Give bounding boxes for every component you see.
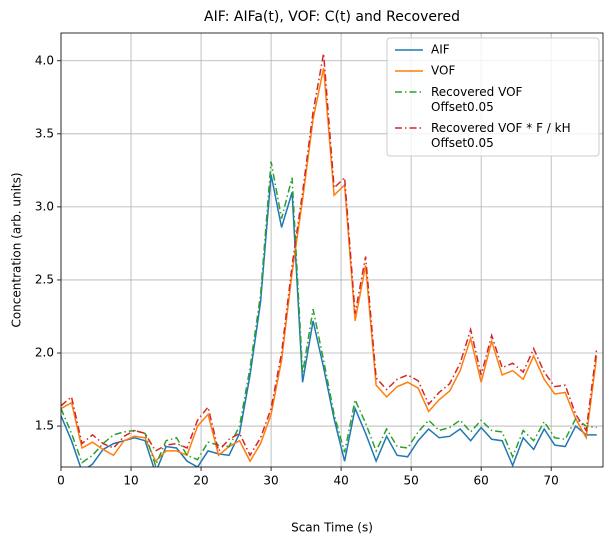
legend: AIF VOF Recovered VOF Offset0.05 Recovered V… <box>386 37 600 157</box>
plot-frame <box>60 32 604 468</box>
legend-label: AIF <box>431 43 450 57</box>
x-tick-label: 0 <box>57 474 65 488</box>
x-tick-label: 60 <box>474 474 489 488</box>
legend-label: VOF <box>431 64 455 78</box>
y-tick-label: 2.5 <box>35 272 54 286</box>
y-axis-label: Concentration (arb. units) <box>10 172 24 327</box>
line-series <box>61 53 598 457</box>
y-tick-label: 1.5 <box>35 419 54 433</box>
legend-label: Recovered VOF * F / kH Offset0.05 <box>431 121 571 150</box>
line-series <box>61 161 597 467</box>
x-tick-label: 50 <box>403 474 418 488</box>
x-tick-label: 70 <box>544 474 559 488</box>
x-tick-label: 30 <box>263 474 278 488</box>
line-series <box>61 174 597 467</box>
y-tick-label: 2.0 <box>35 346 54 360</box>
x-tick-label: 10 <box>123 474 138 488</box>
y-tick-label: 3.5 <box>35 126 54 140</box>
legend-box <box>386 37 600 157</box>
legend-label: Recovered VOF Offset0.05 <box>431 85 523 114</box>
x-tick-label: 20 <box>193 474 208 488</box>
x-tick-label: 40 <box>333 474 348 488</box>
chart-title: AIF: AIFa(t), VOF: C(t) and Recovered <box>204 9 460 25</box>
x-axis-label: Scan Time (s) <box>291 521 373 535</box>
y-tick-label: 3.0 <box>35 199 54 213</box>
y-tick-label: 4.0 <box>35 53 54 67</box>
